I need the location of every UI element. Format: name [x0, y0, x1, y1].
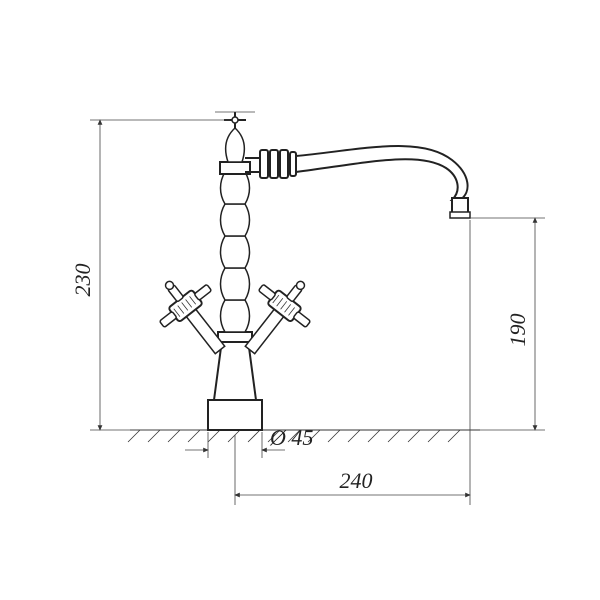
dim-label-230: 230 [70, 264, 95, 297]
dim-label-190: 190 [505, 314, 530, 347]
faucet-body [143, 112, 470, 430]
dim-height-230: 230 [70, 120, 230, 430]
dim-height-190: 190 [470, 218, 545, 430]
faucet-dimension-drawing: 230 190 240 Ø 45 [0, 0, 600, 600]
dim-label-240: 240 [340, 468, 373, 493]
spout-collar [260, 150, 296, 178]
dim-label-d45: Ø 45 [269, 425, 313, 450]
dim-width-240: 240 [235, 220, 470, 505]
